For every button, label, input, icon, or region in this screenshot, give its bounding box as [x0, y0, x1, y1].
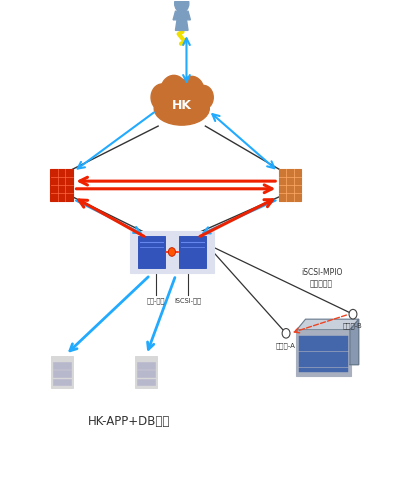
Text: 控制器-A: 控制器-A [276, 342, 296, 348]
Text: iSCSI-MPIO
（多路径）: iSCSI-MPIO （多路径） [301, 268, 342, 288]
Polygon shape [175, 20, 188, 30]
Polygon shape [297, 319, 359, 330]
Circle shape [349, 310, 357, 319]
Circle shape [175, 0, 189, 12]
Circle shape [194, 85, 213, 109]
Circle shape [168, 248, 175, 256]
FancyBboxPatch shape [299, 357, 348, 362]
Ellipse shape [154, 92, 209, 125]
FancyBboxPatch shape [135, 356, 157, 388]
Text: 控制器-B: 控制器-B [343, 323, 363, 329]
FancyBboxPatch shape [299, 368, 348, 372]
Text: iSCSI-网络: iSCSI-网络 [174, 298, 201, 304]
FancyBboxPatch shape [138, 236, 165, 268]
Circle shape [160, 75, 187, 108]
FancyBboxPatch shape [299, 347, 348, 351]
FancyBboxPatch shape [51, 169, 73, 201]
FancyBboxPatch shape [296, 329, 351, 376]
FancyBboxPatch shape [51, 356, 73, 388]
FancyBboxPatch shape [179, 236, 206, 268]
FancyBboxPatch shape [130, 231, 214, 273]
FancyBboxPatch shape [299, 362, 348, 367]
Polygon shape [350, 319, 359, 365]
FancyBboxPatch shape [53, 371, 71, 377]
FancyBboxPatch shape [299, 341, 348, 346]
FancyBboxPatch shape [279, 169, 301, 201]
FancyBboxPatch shape [299, 352, 348, 357]
Text: 业务-网络: 业务-网络 [147, 298, 166, 304]
Circle shape [179, 76, 204, 107]
Text: HK: HK [172, 98, 192, 111]
Text: HK-APP+DB区域: HK-APP+DB区域 [87, 415, 170, 428]
Circle shape [282, 328, 290, 338]
FancyBboxPatch shape [137, 371, 155, 377]
FancyBboxPatch shape [299, 336, 348, 341]
FancyBboxPatch shape [53, 362, 71, 369]
FancyBboxPatch shape [137, 362, 155, 369]
Circle shape [151, 84, 173, 111]
FancyBboxPatch shape [53, 379, 71, 385]
FancyBboxPatch shape [137, 379, 155, 385]
Polygon shape [173, 11, 190, 20]
